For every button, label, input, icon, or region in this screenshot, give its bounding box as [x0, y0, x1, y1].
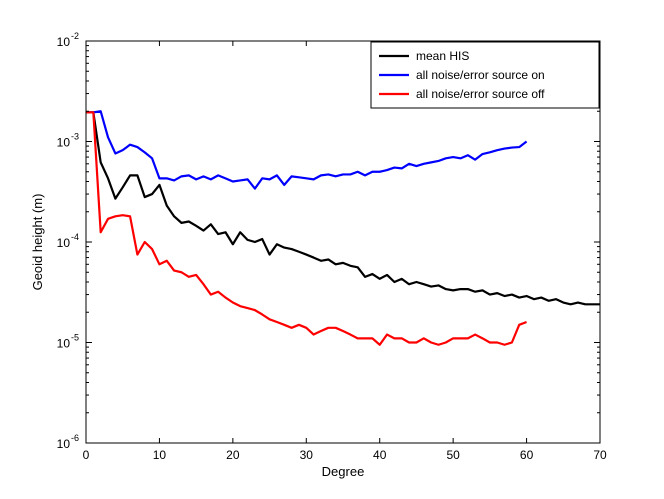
y-tick-exponent: -6 — [71, 433, 79, 443]
legend-entry: all noise/error source off — [416, 87, 545, 101]
series-line-2 — [86, 111, 527, 346]
y-tick-base: 10 — [57, 236, 71, 250]
x-tick-label: 20 — [226, 448, 240, 462]
y-tick-base: 10 — [57, 437, 71, 451]
y-tick-label: 10 — [57, 35, 71, 49]
y-tick-exponent: -4 — [71, 232, 79, 242]
y-tick-base: 10 — [57, 35, 71, 49]
x-axis-label: Degree — [322, 464, 365, 479]
legend-entry: mean HIS — [416, 49, 469, 63]
x-tick-label: 30 — [300, 448, 314, 462]
y-tick-label: 10 — [57, 337, 71, 351]
series-line-0 — [86, 111, 600, 306]
legend-entry: all noise/error source on — [416, 68, 545, 82]
y-axis-label: Geoid height (m) — [30, 194, 45, 291]
y-tick-exponent: -3 — [71, 132, 79, 142]
x-tick-label: 40 — [373, 448, 387, 462]
x-tick-label: 50 — [446, 448, 460, 462]
x-axis-ticks: 0 10 20 30 40 50 60 70 — [83, 41, 607, 462]
y-tick-base: 10 — [57, 136, 71, 150]
y-tick-label: 10 — [57, 236, 71, 250]
y-tick-base: 10 — [57, 337, 71, 351]
plot-lines — [86, 110, 600, 346]
y-tick-exponent: -2 — [71, 31, 79, 41]
y-tick-label: 10 — [57, 437, 71, 451]
y-tick-label: 10 — [57, 136, 71, 150]
x-tick-label: 0 — [83, 448, 90, 462]
y-tick-exponent: -5 — [71, 333, 79, 343]
series-line-1 — [86, 110, 528, 190]
x-tick-label: 70 — [593, 448, 607, 462]
y-axis-ticks: 10-610-510-410-310-2 — [57, 31, 600, 451]
legend: mean HIS all noise/error source on all noi… — [370, 41, 600, 109]
x-tick-label: 60 — [520, 448, 534, 462]
x-tick-label: 10 — [153, 448, 167, 462]
